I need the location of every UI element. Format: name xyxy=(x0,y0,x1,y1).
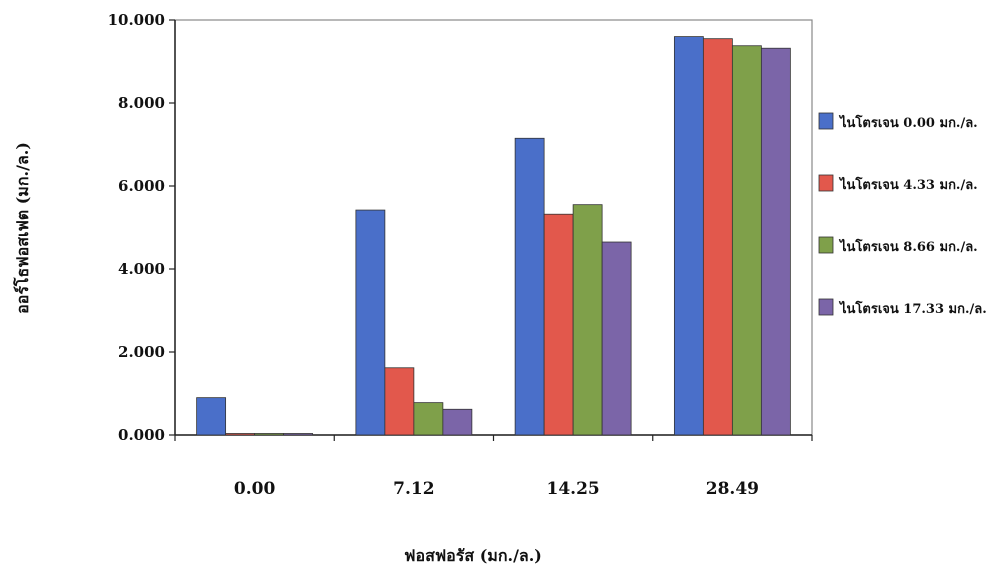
y-tick-label: 4.000 xyxy=(118,260,165,278)
y-tick-label: 10.000 xyxy=(108,11,165,29)
bar xyxy=(702,38,733,436)
y-tick-label: 8.000 xyxy=(118,94,165,112)
x-tick-label: 28.49 xyxy=(706,479,759,499)
bar xyxy=(442,408,473,436)
bar xyxy=(196,397,227,436)
legend-swatch xyxy=(818,236,834,254)
y-axis-ticks: 0.000 2.000 4.000 6.000 8.000 10.000 xyxy=(108,11,175,444)
y-tick-label: 6.000 xyxy=(118,177,165,195)
x-tick-label: 14.25 xyxy=(547,479,600,499)
bar xyxy=(413,402,444,436)
bar xyxy=(673,36,704,436)
legend-label: ไนโตรเจน 4.33 มก./ล. xyxy=(838,176,978,193)
x-axis-labels: 0.00 7.12 14.25 28.49 xyxy=(174,435,813,499)
legend-swatch xyxy=(818,174,834,192)
bar xyxy=(601,241,632,436)
x-tick-label: 0.00 xyxy=(234,479,276,499)
x-tick-label: 7.12 xyxy=(393,479,434,499)
legend: ไนโตรเจน 0.00 มก./ล. ไนโตรเจน 4.33 มก./ล.… xyxy=(818,112,987,317)
y-axis-title: ออร์โธฟอสเฟต (มก./ล.) xyxy=(12,142,32,314)
bar xyxy=(731,45,762,436)
x-axis-title: ฟอสฟอรัส (มก./ล.) xyxy=(404,546,542,565)
bars xyxy=(196,36,791,436)
legend-swatch xyxy=(818,112,834,130)
bar xyxy=(543,213,574,436)
legend-label: ไนโตรเจน 17.33 มก./ล. xyxy=(838,300,987,317)
bar xyxy=(572,204,603,436)
bar xyxy=(225,433,256,436)
bar xyxy=(254,433,285,436)
legend-swatch xyxy=(818,298,834,316)
y-tick-label: 2.000 xyxy=(118,343,165,361)
bar xyxy=(355,209,386,436)
bar xyxy=(384,367,415,436)
legend-label: ไนโตรเจน 0.00 มก./ล. xyxy=(838,114,978,131)
bar xyxy=(514,137,545,436)
bar xyxy=(760,47,791,436)
bar xyxy=(283,433,314,436)
y-tick-label: 0.000 xyxy=(118,426,165,444)
legend-label: ไนโตรเจน 8.66 มก./ล. xyxy=(838,238,978,255)
